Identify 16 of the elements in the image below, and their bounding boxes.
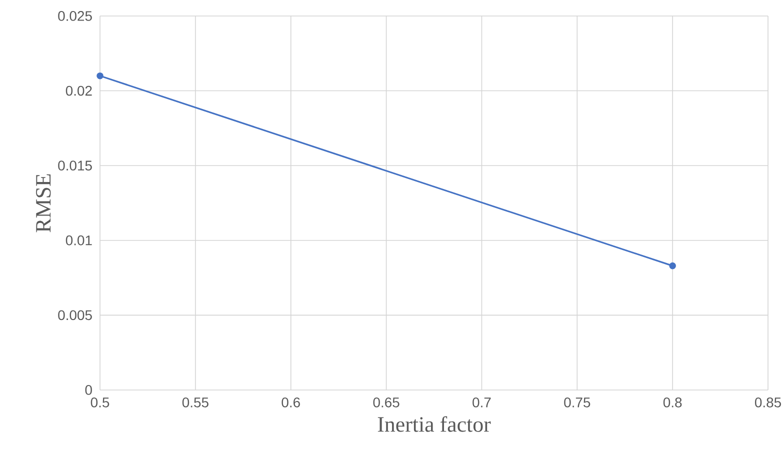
x-tick-label: 0.75 <box>564 397 590 408</box>
x-tick-label: 0.8 <box>663 397 682 408</box>
y-tick-label: 0.02 <box>66 86 92 96</box>
y-tick-label: 0.015 <box>58 160 92 171</box>
x-tick-label: 0.55 <box>182 397 208 408</box>
x-tick-label: 0.5 <box>90 397 110 408</box>
y-tick-label: 0 <box>85 385 92 395</box>
y-axis-title: RMSE <box>36 174 51 232</box>
y-tick-label: 0.01 <box>66 235 92 246</box>
y-tick-label: 0.025 <box>58 11 92 21</box>
x-tick-label: 0.6 <box>282 397 300 408</box>
x-tick-label: 0.7 <box>472 397 491 408</box>
x-tick-label: 0.65 <box>373 397 400 408</box>
x-axis-title: Inertia factor <box>378 416 491 432</box>
y-tick-label: 0.005 <box>58 310 92 320</box>
x-tick-label: 0.85 <box>754 397 781 408</box>
